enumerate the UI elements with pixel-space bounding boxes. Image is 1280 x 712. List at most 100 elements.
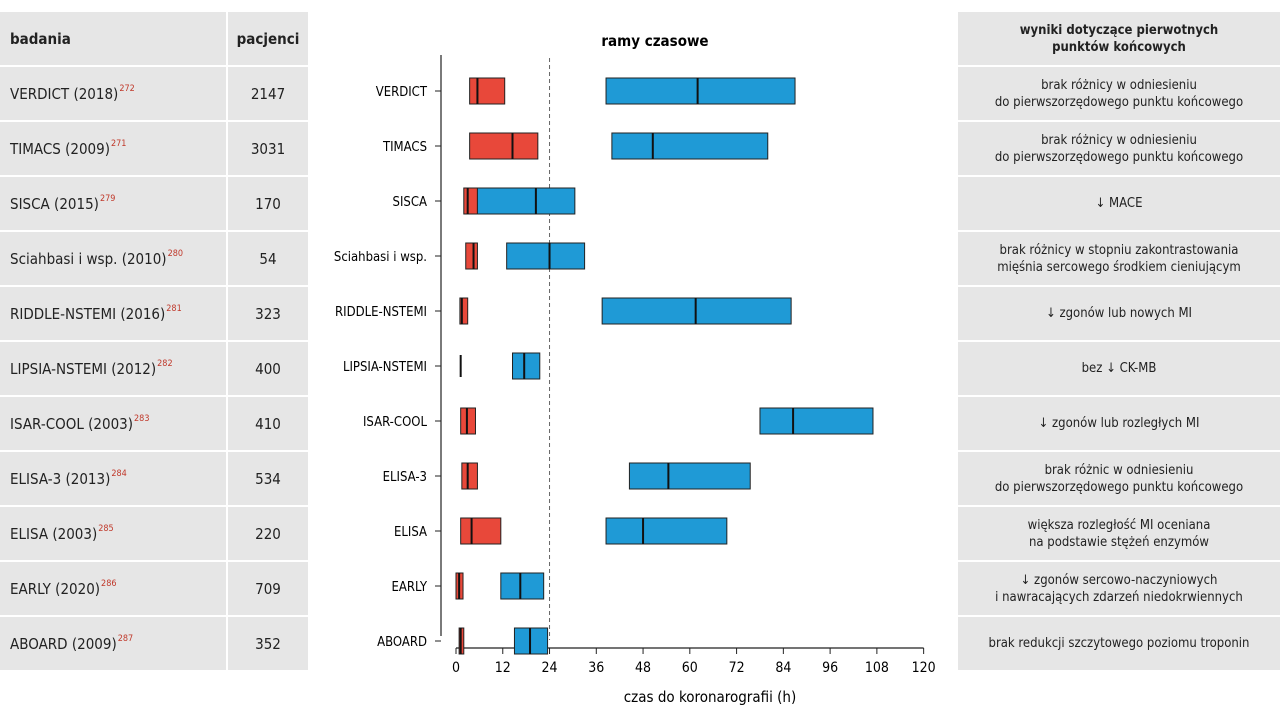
patient-count: 410	[228, 397, 308, 450]
study-name-text: ABOARD (2009)	[10, 634, 117, 653]
table-row: ELISA-3 (2013) 284 534	[0, 452, 308, 505]
study-table: badania pacjenci VERDICT (2018) 272 2147 TI…	[0, 12, 308, 672]
result-cell: brak różnicy w odniesieniu do pierwszorz…	[958, 122, 1280, 175]
x-tick-label: 96	[822, 660, 838, 676]
reference-number: 272	[119, 83, 135, 94]
delayed-range-bar	[500, 572, 545, 600]
table-header-row: badania pacjenci	[0, 12, 308, 65]
x-tick-label: 108	[865, 660, 889, 676]
study-name-text: VERDICT (2018)	[10, 84, 119, 103]
reference-number: 282	[157, 358, 173, 369]
patient-count: 220	[228, 507, 308, 560]
study-name: ELISA (2003) 285	[0, 507, 226, 560]
early-range-bar	[463, 187, 478, 215]
study-name-text: LIPSIA-NSTEMI (2012)	[10, 359, 157, 378]
study-name-text: TIMACS (2009)	[10, 139, 110, 158]
result-cell: ↓ zgonów lub nowych MI	[958, 287, 1280, 340]
result-cell: bez ↓ CK-MB	[958, 342, 1280, 395]
delayed-range-bar	[605, 517, 728, 545]
reference-number: 280	[167, 248, 184, 259]
table-row: VERDICT (2018) 272 2147	[0, 67, 308, 120]
x-tick-label: 60	[682, 660, 698, 676]
study-name: EARLY (2020) 286	[0, 562, 226, 615]
study-name: TIMACS (2009) 271	[0, 122, 226, 175]
x-tick-label: 84	[775, 660, 791, 676]
result-cell: większa rozległość MI oceniana na podsta…	[958, 507, 1280, 560]
early-range-bar	[460, 517, 502, 545]
study-name: LIPSIA-NSTEMI (2012) 282	[0, 342, 226, 395]
table-row: RIDDLE-NSTEMI (2016) 281 323	[0, 287, 308, 340]
study-name: ISAR-COOL (2003) 283	[0, 397, 226, 450]
table-row: SISCA (2015) 279 170	[0, 177, 308, 230]
header-pacjenci: pacjenci	[228, 12, 308, 65]
reference-number: 279	[99, 193, 116, 204]
study-name: RIDDLE-NSTEMI (2016) 281	[0, 287, 226, 340]
x-tick-label: 24	[542, 660, 558, 676]
y-category-label: ISAR-COOL	[363, 415, 428, 430]
delayed-range-bar	[628, 462, 751, 490]
reference-number: 286	[101, 578, 117, 589]
x-tick-label: 12	[495, 660, 511, 676]
result-cell: ↓ zgonów lub rozległych MI	[958, 397, 1280, 450]
table-row: ELISA (2003) 285 220	[0, 507, 308, 560]
delayed-range-bar	[759, 407, 874, 435]
x-tick-label: 120	[912, 660, 936, 676]
result-cell: ↓ MACE	[958, 177, 1280, 230]
table-row: TIMACS (2009) 271 3031	[0, 122, 308, 175]
delayed-range-bar	[506, 242, 586, 270]
patient-count: 352	[228, 617, 308, 670]
results-header: wyniki dotyczące pierwotnych punktów koń…	[958, 12, 1280, 65]
delayed-range-bar	[512, 352, 541, 380]
study-name-text: SISCA (2015)	[10, 194, 99, 213]
study-name-text: ELISA-3 (2013)	[10, 469, 111, 488]
study-name: ABOARD (2009) 287	[0, 617, 226, 670]
table-row: LIPSIA-NSTEMI (2012) 282 400	[0, 342, 308, 395]
x-tick-label: 72	[729, 660, 745, 676]
study-name-text: ELISA (2003)	[10, 524, 98, 543]
patient-count: 534	[228, 452, 308, 505]
patient-count: 323	[228, 287, 308, 340]
patient-count: 3031	[228, 122, 308, 175]
early-range-bar	[459, 297, 469, 325]
early-range-bar	[469, 132, 539, 160]
reference-number: 287	[117, 633, 134, 644]
study-name-text: ISAR-COOL (2003)	[10, 414, 134, 433]
results-column: wyniki dotyczące pierwotnych punktów koń…	[958, 12, 1280, 672]
chart-title: ramy czasowe	[601, 32, 708, 50]
early-range-bar	[465, 242, 478, 270]
x-tick-label: 0	[452, 660, 460, 676]
x-tick-label: 36	[588, 660, 604, 676]
reference-number: 284	[111, 468, 127, 479]
y-category-label: ABOARD	[377, 635, 427, 650]
study-name-text: Sciahbasi i wsp. (2010)	[10, 249, 167, 268]
patient-count: 400	[228, 342, 308, 395]
table-row: Sciahbasi i wsp. (2010) 280 54	[0, 232, 308, 285]
y-category-label: SISCA	[393, 195, 427, 210]
reference-number: 283	[134, 413, 150, 424]
study-name-text: RIDDLE-NSTEMI (2016)	[10, 304, 166, 323]
study-name: SISCA (2015) 279	[0, 177, 226, 230]
study-name-text: EARLY (2020)	[10, 579, 101, 598]
reference-number: 271	[110, 138, 127, 149]
y-category-label: ELISA-3	[383, 470, 427, 485]
y-category-label: LIPSIA-NSTEMI	[343, 360, 427, 375]
study-name: ELISA-3 (2013) 284	[0, 452, 226, 505]
patient-count: 2147	[228, 67, 308, 120]
table-row: ISAR-COOL (2003) 283 410	[0, 397, 308, 450]
y-category-label: RIDDLE-NSTEMI	[335, 305, 427, 320]
y-category-label: VERDICT	[376, 85, 428, 100]
early-range-bar	[460, 407, 476, 435]
result-cell: brak redukcji szczytowego poziomu tropon…	[958, 617, 1280, 670]
reference-number: 281	[166, 303, 182, 314]
early-range-bar	[469, 77, 506, 105]
x-tick-label: 48	[635, 660, 651, 676]
header-badania: badania	[0, 12, 226, 65]
study-name: VERDICT (2018) 272	[0, 67, 226, 120]
y-category-label: Sciahbasi i wsp.	[334, 250, 427, 265]
delayed-range-bar	[476, 187, 576, 215]
y-category-label: ELISA	[394, 525, 427, 540]
study-name: Sciahbasi i wsp. (2010) 280	[0, 232, 226, 285]
reference-number: 285	[98, 523, 114, 534]
result-cell: ↓ zgonów sercowo-naczyniowych i nawracaj…	[958, 562, 1280, 615]
